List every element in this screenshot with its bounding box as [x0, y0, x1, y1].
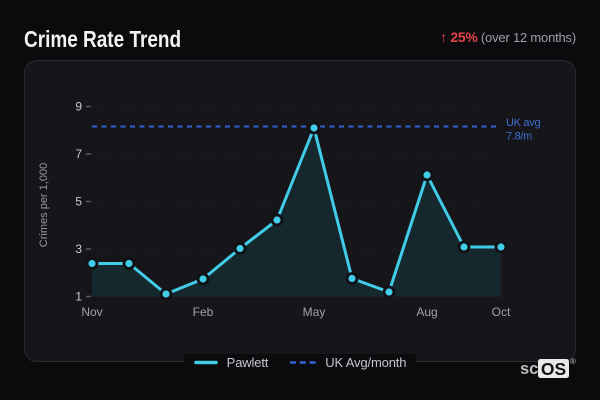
svg-text:3: 3: [75, 242, 82, 256]
svg-text:Oct: Oct: [492, 305, 511, 319]
svg-text:9: 9: [75, 100, 82, 114]
svg-text:7: 7: [75, 147, 82, 161]
svg-text:Crimes per 1,000: Crimes per 1,000: [38, 163, 50, 247]
svg-text:Feb: Feb: [193, 305, 214, 319]
svg-text:UK avg: UK avg: [506, 117, 540, 129]
svg-text:7.8/m: 7.8/m: [506, 131, 532, 143]
svg-text:Aug: Aug: [416, 305, 437, 319]
svg-text:1: 1: [75, 290, 82, 304]
svg-text:5: 5: [75, 195, 82, 209]
svg-text:May: May: [303, 305, 326, 319]
svg-text:Nov: Nov: [81, 305, 102, 319]
